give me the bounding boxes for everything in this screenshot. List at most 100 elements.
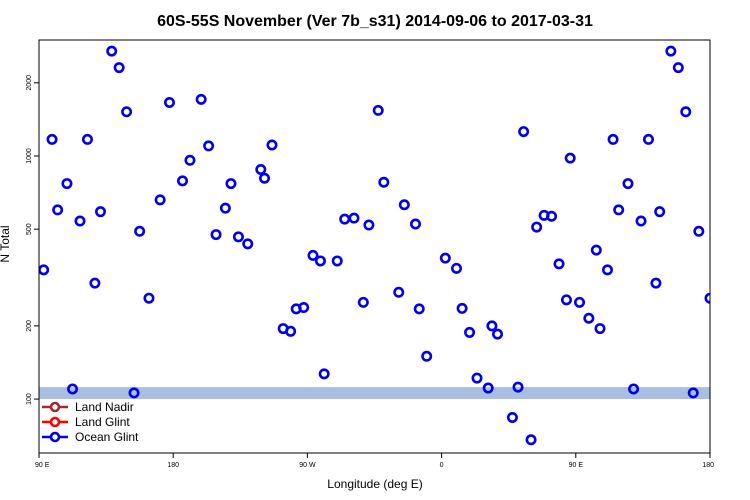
data-point — [61, 178, 73, 190]
reference-band — [39, 387, 710, 400]
data-point — [67, 383, 79, 395]
data-point — [642, 133, 654, 145]
data-point — [106, 45, 118, 57]
legend-label: Land Glint — [75, 415, 130, 429]
y-tick-label: 2000 — [26, 75, 33, 91]
legend-item: Ocean Glint — [42, 430, 139, 444]
data-point — [553, 258, 565, 270]
data-point — [219, 202, 231, 214]
data-point — [607, 133, 619, 145]
data-point — [410, 218, 422, 230]
data-point — [52, 204, 64, 216]
x-tick-label: 90 E — [569, 462, 584, 469]
data-point — [378, 176, 390, 188]
data-point — [393, 286, 405, 298]
data-point — [398, 199, 410, 211]
data-point — [232, 231, 244, 243]
data-point — [650, 277, 662, 289]
data-point — [492, 328, 504, 340]
data-point — [546, 210, 558, 222]
data-point — [39, 264, 50, 276]
data-point — [348, 212, 360, 224]
legend-label: Ocean Glint — [75, 430, 139, 444]
data-point — [154, 194, 166, 206]
data-point — [363, 219, 375, 231]
data-point — [134, 225, 146, 237]
data-point — [46, 133, 58, 145]
data-point — [95, 206, 107, 218]
x-tick-label: 180 — [702, 462, 714, 469]
data-point — [255, 163, 267, 175]
data-point — [482, 382, 494, 394]
data-point — [654, 206, 666, 218]
data-point — [210, 229, 222, 241]
data-point — [121, 106, 133, 118]
data-point — [518, 126, 530, 138]
data-point — [203, 140, 215, 152]
data-point — [456, 302, 468, 314]
data-point — [339, 213, 351, 225]
data-point — [665, 45, 677, 57]
data-point — [298, 302, 310, 314]
data-point — [574, 296, 586, 308]
data-point — [726, 98, 734, 106]
data-point — [331, 255, 343, 267]
data-point — [242, 238, 254, 250]
data-point — [259, 172, 271, 184]
data-point — [318, 368, 330, 380]
x-tick-label: 180 — [167, 462, 179, 469]
data-point — [672, 62, 684, 74]
data-point — [734, 174, 742, 182]
data-point — [81, 133, 93, 145]
data-point — [113, 62, 125, 74]
data-point — [413, 303, 425, 315]
data-point — [471, 372, 483, 384]
legend-marker — [49, 431, 61, 443]
plot-frame — [38, 39, 711, 454]
data-point — [285, 325, 297, 337]
y-tick-label: 1000 — [26, 148, 33, 164]
data-point — [564, 152, 576, 164]
data-point — [506, 411, 518, 423]
y-tick-label: 100 — [26, 393, 33, 405]
data-point — [314, 255, 326, 267]
legend-marker — [49, 416, 61, 428]
x-tick-label: 90 E — [35, 462, 50, 469]
data-point — [307, 249, 319, 261]
chart-title: 60S-55S November (Ver 7b_s31) 2014-09-06… — [157, 13, 593, 30]
data-point — [177, 175, 189, 187]
data-point — [601, 264, 613, 276]
data-point — [628, 383, 640, 395]
data-point — [225, 178, 237, 190]
data-point — [143, 292, 155, 304]
data-point — [613, 204, 625, 216]
data-point — [715, 196, 723, 204]
data-point — [680, 106, 692, 118]
data-point — [195, 93, 207, 105]
y-tick-label: 500 — [26, 223, 33, 235]
data-point — [531, 221, 543, 233]
data-point — [357, 296, 369, 308]
data-point — [184, 154, 196, 166]
data-point — [89, 277, 101, 289]
data-point — [590, 244, 602, 256]
data-point — [583, 312, 595, 324]
legend-item: Land Nadir — [42, 400, 134, 414]
data-point — [594, 323, 606, 335]
data-point — [163, 96, 175, 108]
data-point — [687, 387, 699, 399]
x-tick-label: 0 — [440, 462, 444, 469]
data-point — [512, 381, 524, 393]
x-tick-label: 90 W — [299, 462, 316, 469]
data-point — [128, 387, 140, 399]
y-tick-label: 200 — [26, 320, 33, 332]
data-point — [622, 178, 634, 190]
data-points — [39, 45, 742, 446]
legend-item: Land Glint — [42, 415, 130, 429]
data-point — [451, 262, 463, 274]
data-point — [439, 252, 451, 264]
data-point — [486, 320, 498, 332]
reference-band-layer — [39, 387, 710, 400]
